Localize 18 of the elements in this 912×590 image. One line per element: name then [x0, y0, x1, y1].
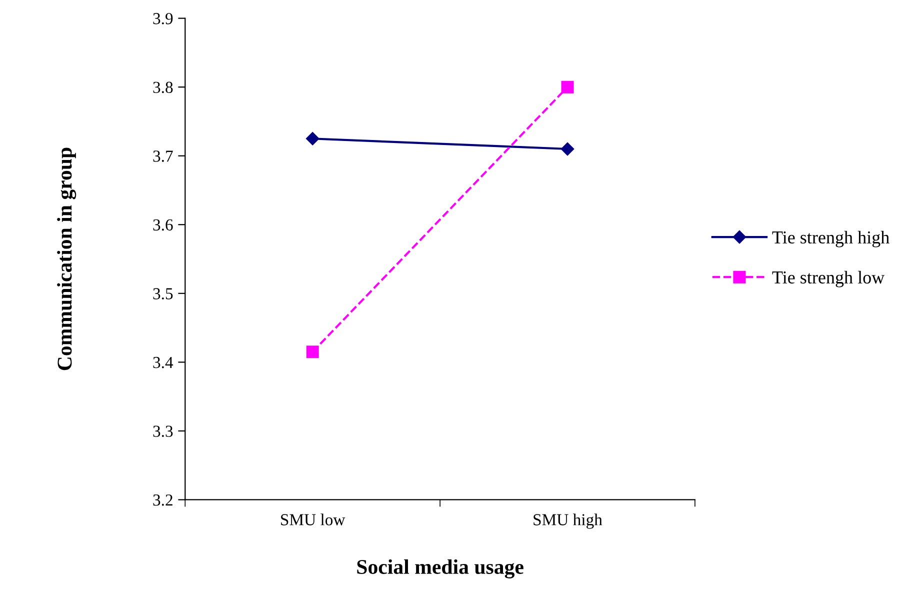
y-tick-label: 3.7	[153, 150, 173, 162]
y-tick-label: 3.3	[153, 426, 173, 437]
point	[306, 346, 319, 358]
x-tick-label: SMU high	[534, 514, 602, 529]
point	[561, 80, 574, 94]
y-tick-label: 3.4	[153, 356, 174, 368]
y-tick-label: 3.9	[153, 13, 173, 24]
point	[306, 132, 320, 146]
point	[560, 142, 574, 156]
x-axis-title: Social media usage	[357, 559, 524, 578]
y-tick-label: 3.8	[153, 82, 173, 94]
y-tick-label: 3.6	[153, 219, 173, 231]
y-tick-label: 3.5	[153, 288, 173, 300]
x-tick-label: SMU low	[281, 514, 346, 526]
legend-label: Tie strengh high	[772, 230, 890, 248]
legend-label: Tie strengh low	[772, 270, 885, 288]
y-axis-title: Communication in group	[57, 148, 76, 370]
y-tick-label: 3.2	[153, 494, 172, 506]
